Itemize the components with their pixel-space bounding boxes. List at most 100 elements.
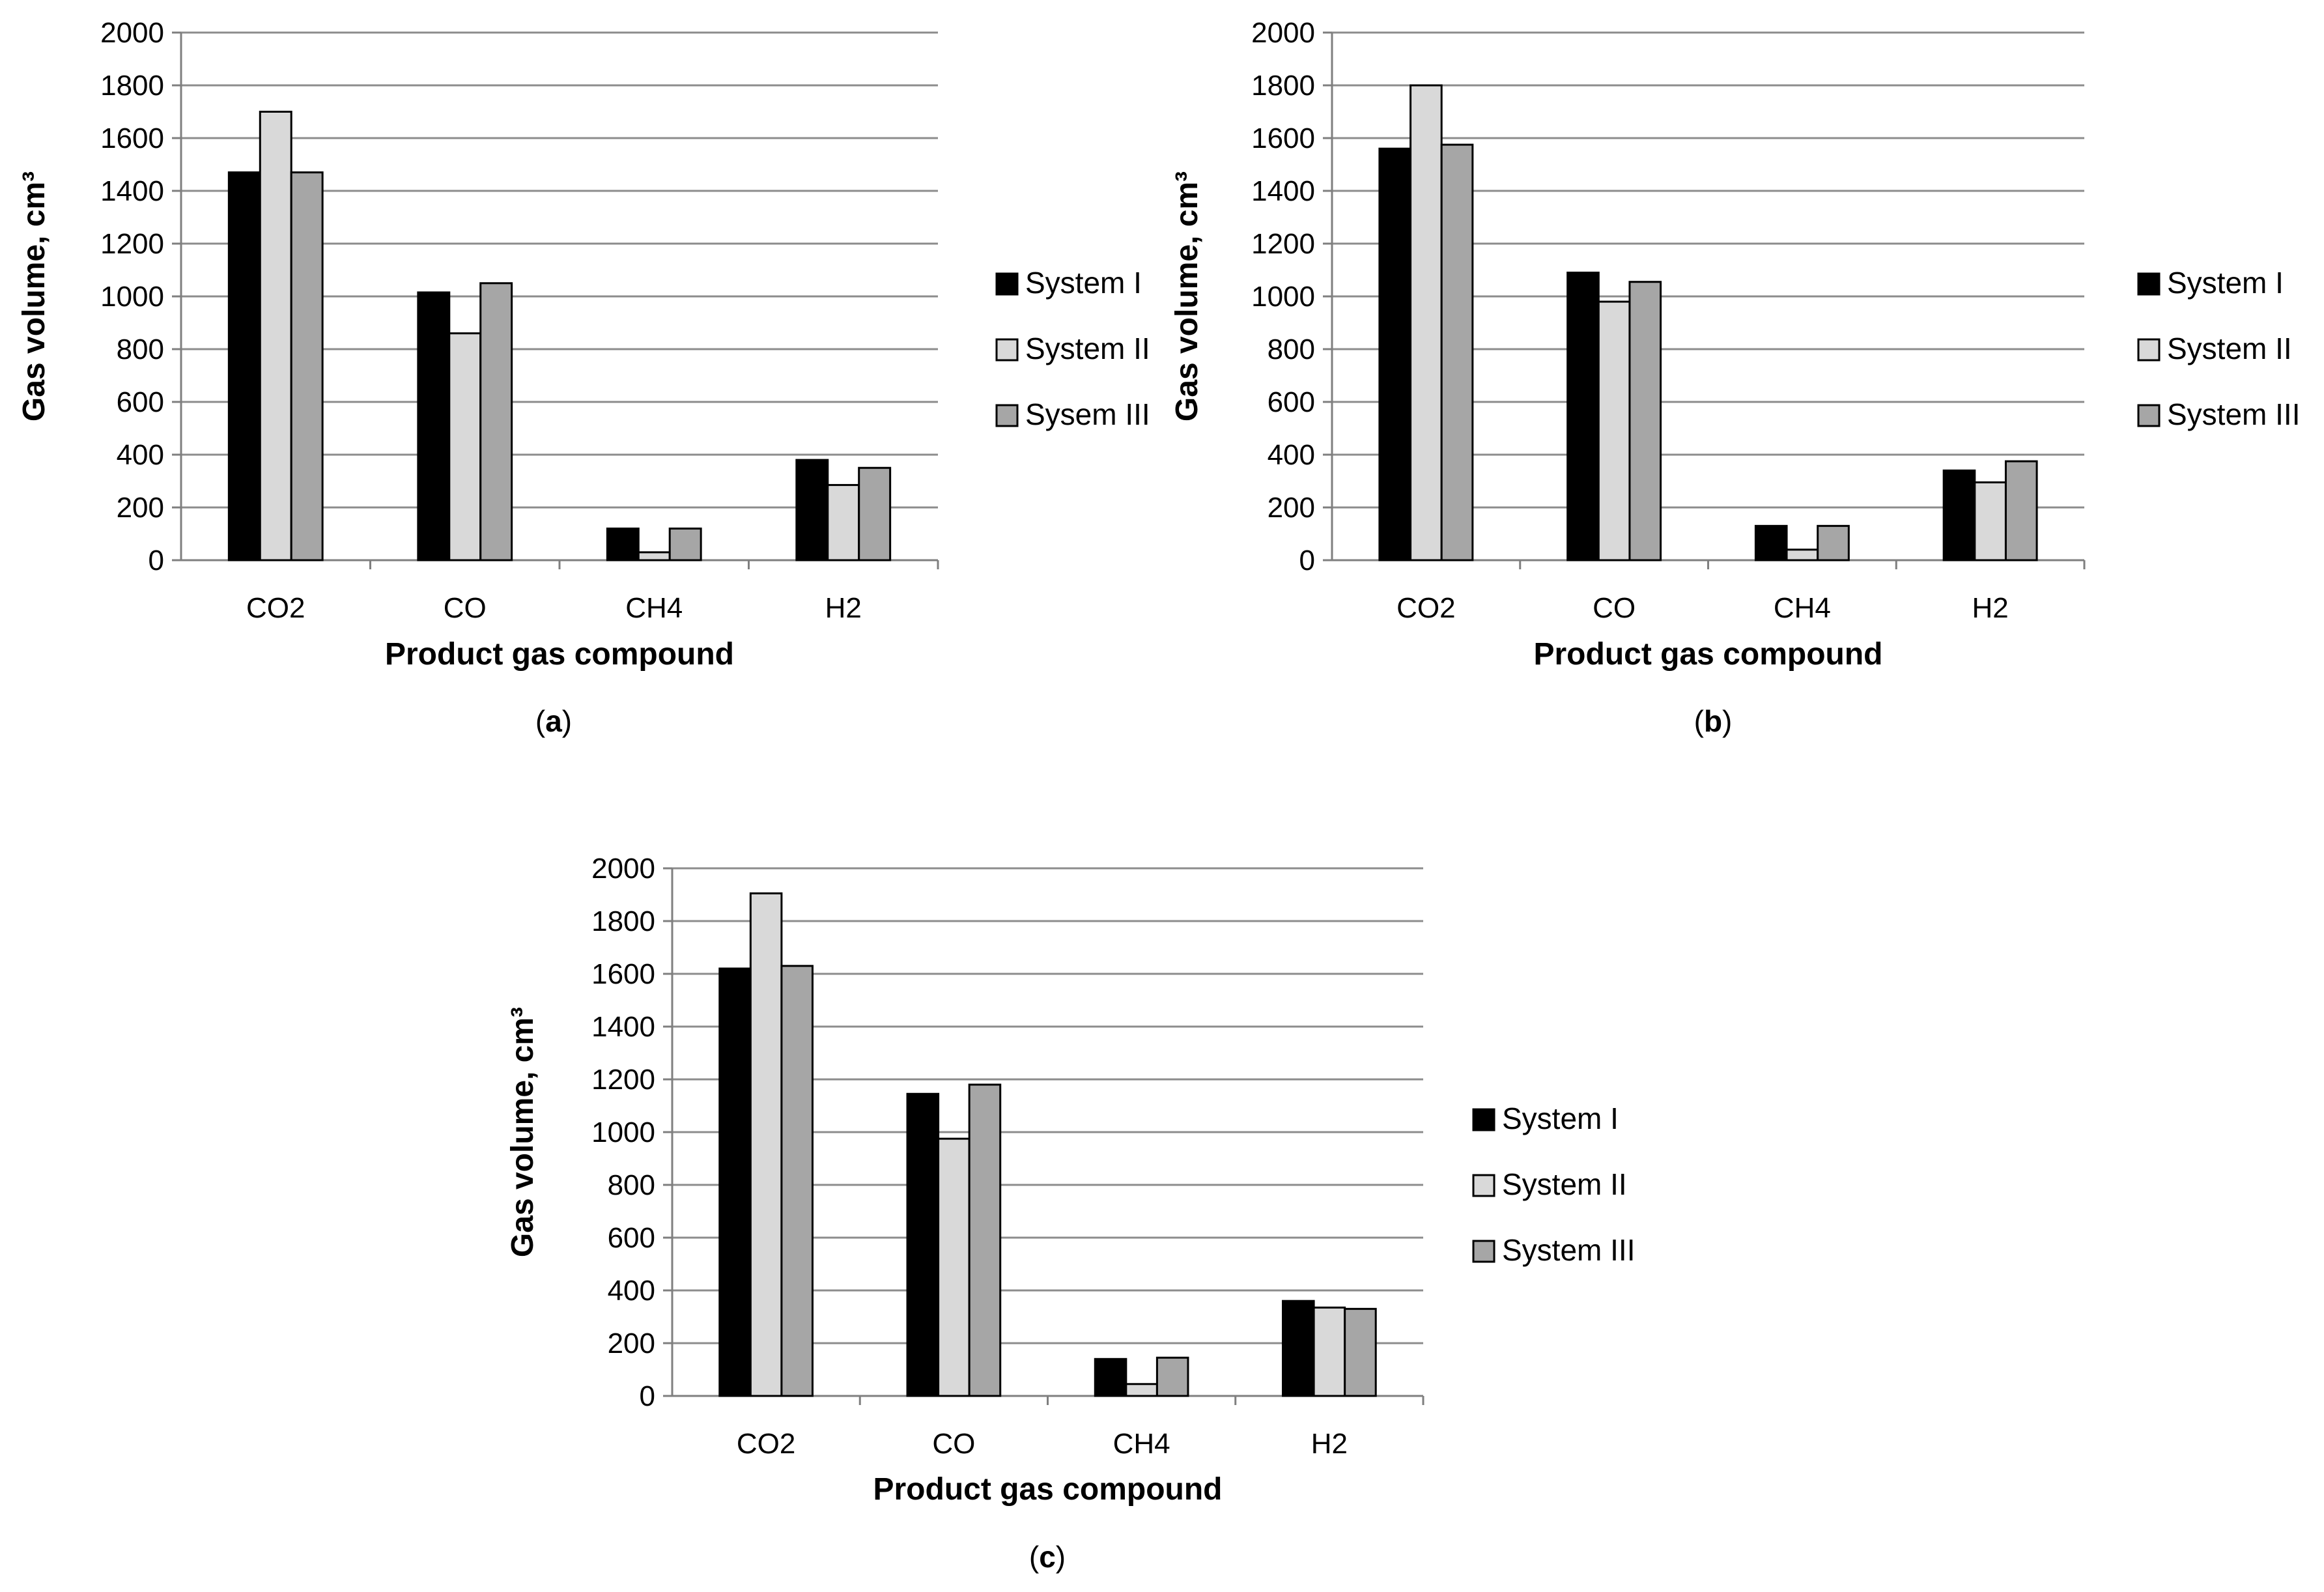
x-category-label: CO: [444, 592, 487, 624]
panel-label: (c): [1029, 1540, 1066, 1574]
y-tick-label: 2000: [100, 17, 164, 49]
y-axis-title: Gas volume, cm³: [505, 1007, 540, 1257]
y-tick-label: 600: [608, 1222, 655, 1254]
bar-system-ii-co: [448, 332, 482, 561]
y-tick-label: 800: [608, 1169, 655, 1201]
panel-label-open: (: [1029, 1540, 1040, 1574]
bar-system-iii-h2: [1344, 1307, 1377, 1397]
y-tick-label: 400: [1268, 439, 1315, 471]
y-tick-label: 200: [117, 492, 164, 524]
bar-system-i-h2: [795, 459, 829, 561]
legend-swatch: [1472, 1108, 1495, 1131]
legend-label: System I: [2167, 266, 2284, 300]
y-tick-label: 2000: [1251, 17, 1315, 49]
y-tick-label: 1400: [100, 175, 164, 207]
bar-system-ii-co2: [1410, 84, 1443, 561]
x-category-label: CH4: [1774, 592, 1831, 624]
legend-label: System II: [1502, 1167, 1627, 1201]
bar-system-iii-h2: [2004, 460, 2038, 561]
y-tick-label: 1000: [591, 1116, 655, 1148]
y-axis-title: Gas volume, cm³: [17, 171, 51, 421]
legend-label: System III: [2167, 397, 2300, 431]
x-category-label: CO: [1593, 592, 1636, 624]
bar-system-iii-co2: [780, 965, 814, 1397]
legend-label: System I: [1025, 266, 1142, 300]
bar-system-i-h2: [1282, 1300, 1315, 1397]
y-tick-label: 600: [117, 386, 164, 418]
legend-swatch: [995, 404, 1019, 427]
bar-system-ii-h2: [827, 484, 860, 561]
bar-system-ii-co2: [259, 111, 292, 561]
y-tick-label: 1600: [1251, 122, 1315, 154]
panel-label-open: (: [535, 704, 546, 738]
bar-system-ii-h2: [1974, 481, 2007, 561]
bar-sysem-iii-co2: [290, 171, 324, 561]
bar-system-ii-co: [937, 1137, 971, 1397]
y-tick-label: 400: [608, 1275, 655, 1307]
y-tick-label: 1600: [100, 122, 164, 154]
bar-sysem-iii-h2: [858, 466, 892, 561]
y-tick-label: 1000: [100, 281, 164, 313]
y-tick-label: 0: [1299, 545, 1315, 576]
bar-system-ii-h2: [1312, 1306, 1346, 1397]
y-tick-label: 800: [1268, 334, 1315, 365]
y-tick-label: 200: [1268, 492, 1315, 524]
y-tick-label: 1600: [591, 958, 655, 990]
y-tick-label: 2000: [591, 853, 655, 885]
bar-system-i-ch4: [606, 527, 640, 561]
x-category-label: CH4: [625, 592, 683, 624]
legend-label: Sysem III: [1025, 397, 1150, 431]
y-tick-label: 0: [149, 545, 164, 576]
y-tick-label: 400: [117, 439, 164, 471]
bar-system-ii-ch4: [1125, 1383, 1158, 1397]
panel-label: (b): [1694, 704, 1733, 738]
bar-system-i-ch4: [1094, 1357, 1127, 1397]
x-axis-title: Product gas compound: [1533, 637, 1882, 672]
bar-sysem-iii-co: [479, 282, 513, 561]
y-tick-label: 1400: [1251, 175, 1315, 207]
y-tick-label: 1800: [591, 905, 655, 937]
y-tick-label: 1200: [1251, 228, 1315, 260]
y-tick-label: 1800: [100, 70, 164, 102]
legend-swatch: [2137, 338, 2161, 362]
y-axis-title: Gas volume, cm³: [1170, 171, 1204, 421]
bar-system-iii-co: [1628, 281, 1662, 561]
legend-label: System II: [2167, 332, 2292, 365]
bar-system-i-co: [1566, 272, 1600, 561]
bar-system-iii-co: [968, 1083, 1002, 1397]
x-category-label: CO2: [246, 592, 305, 624]
bar-system-ii-ch4: [637, 551, 671, 561]
x-category-label: H2: [1972, 592, 2009, 624]
chart-panel-b: 0 200 400 600 800 1000 1200 1400 1600 1800 2000 CO2…: [1170, 17, 2300, 738]
panel-label-open: (: [1694, 704, 1705, 738]
panel-label-letter: b: [1704, 704, 1722, 738]
bar-system-iii-ch4: [1817, 524, 1850, 561]
y-tick-label: 0: [640, 1380, 655, 1412]
legend-swatch: [2137, 272, 2161, 296]
bar-system-ii-co: [1597, 300, 1631, 561]
panel-label-letter: a: [545, 704, 562, 738]
y-tick-label: 1200: [100, 228, 164, 260]
bar-system-i-co: [906, 1092, 940, 1397]
y-tick-label: 1000: [1251, 281, 1315, 313]
panel-label-close: ): [1056, 1540, 1066, 1574]
bar-system-i-ch4: [1754, 524, 1788, 561]
x-category-label: CO: [932, 1428, 975, 1460]
x-category-label: CH4: [1113, 1428, 1170, 1460]
bar-system-i-co2: [227, 171, 261, 561]
panel-label-close: ): [562, 704, 572, 738]
x-axis-title: Product gas compound: [873, 1472, 1222, 1507]
bar-system-i-co2: [718, 967, 752, 1397]
x-axis-title: Product gas compound: [385, 637, 734, 672]
bar-system-iii-co2: [1440, 143, 1474, 561]
y-tick-label: 1400: [591, 1011, 655, 1043]
chart-panel-a: 0 200 400 600 800 1000 1200 1400 1600 1800 2000 CO2…: [17, 17, 1150, 738]
chart-panel-c: 0 200 400 600 800 1000 1200 1400 1600 1800 2000 CO2…: [505, 853, 1635, 1574]
legend-label: System I: [1502, 1102, 1619, 1135]
x-category-label: H2: [825, 592, 862, 624]
y-tick-label: 200: [608, 1328, 655, 1359]
bar-system-ii-ch4: [1785, 548, 1819, 561]
x-category-label: H2: [1311, 1428, 1348, 1460]
bar-system-i-co2: [1378, 147, 1412, 561]
